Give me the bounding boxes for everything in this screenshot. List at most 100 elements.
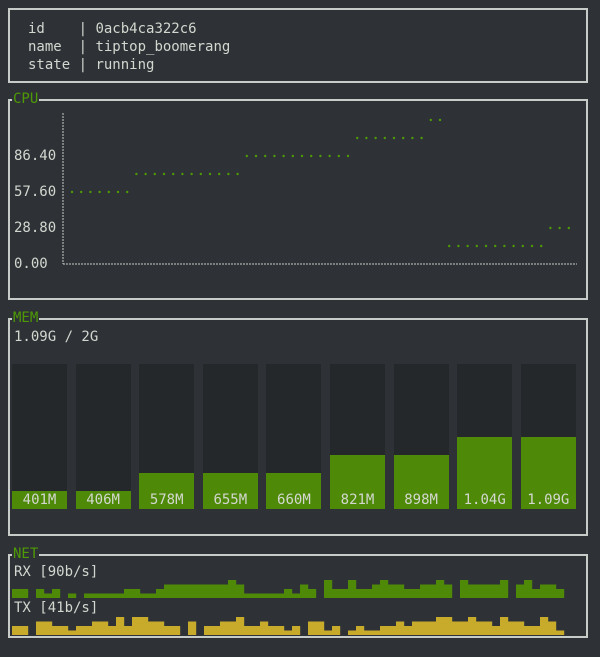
rx-bar [236, 584, 245, 598]
mem-bar-label: 401M [22, 492, 57, 508]
tx-bar [100, 621, 109, 635]
cpu-point [89, 190, 92, 194]
cpu-point [126, 190, 129, 194]
tx-bar [484, 621, 493, 635]
rx-bar [132, 589, 141, 598]
rx-bar [220, 584, 229, 598]
rx-bar [276, 593, 285, 598]
rx-bar [124, 589, 133, 598]
cpu-point [98, 190, 101, 194]
mem-panel: MEM 1.09G / 2G 401M 406M 578M 655M 660M 821M 8… [8, 310, 588, 536]
rx-bar [164, 584, 173, 598]
cpu-point [558, 226, 561, 230]
mem-bar: 655M [202, 364, 258, 509]
cpu-point [291, 154, 294, 158]
cpu-point [429, 118, 432, 122]
tx-bar [516, 621, 525, 635]
rx-bar [340, 589, 349, 598]
mem-bar-label: 406M [86, 492, 120, 508]
tx-bar [452, 621, 461, 635]
rx-bar [364, 589, 373, 598]
cpu-point [273, 154, 276, 158]
rx-bar [292, 593, 301, 598]
tx-bar [540, 617, 549, 635]
tx-bar [76, 626, 85, 635]
mem-bar: 821M [330, 364, 385, 509]
tx-bar [492, 626, 501, 635]
tx-bar [332, 626, 341, 635]
tx-bar [444, 617, 453, 635]
rx-bar [396, 584, 405, 598]
cpu-point [190, 172, 193, 176]
cpu-point [567, 226, 570, 230]
tx-bar [188, 621, 197, 635]
rx-bar [36, 589, 45, 598]
cpu-point [70, 190, 74, 194]
tx-bar [244, 626, 253, 635]
cpu-point [319, 154, 322, 158]
cpu-point [503, 244, 506, 248]
mem-bar-fill [202, 472, 258, 509]
rx-bar [284, 589, 293, 598]
tx-bar [124, 626, 133, 635]
tx-bar [108, 626, 117, 635]
rx-bar [412, 589, 421, 598]
tx-label: TX [41b/s] [14, 600, 99, 616]
cpu-point [310, 154, 313, 158]
rx-bar [148, 593, 157, 598]
mem-bar-fill [139, 472, 195, 509]
rx-bar [388, 584, 397, 598]
tx-bar [308, 621, 317, 635]
tx-bar [268, 626, 277, 635]
rx-bar [180, 584, 189, 598]
tx-bar [372, 630, 381, 635]
tx-bar [132, 617, 141, 635]
rx-bar [468, 584, 477, 598]
rx-bar [380, 580, 389, 598]
tx-bar [276, 626, 285, 635]
mem-bar: 401M [12, 364, 67, 509]
tx-bar [92, 621, 101, 635]
tx-bar [380, 626, 389, 635]
rx-bar [492, 584, 501, 598]
cpu-point [457, 244, 460, 248]
cpu-point [208, 172, 212, 176]
mem-bar-fill [75, 490, 131, 509]
tx-bar [156, 621, 165, 635]
cpu-point [80, 190, 83, 194]
net-panel: NET RX [90b/s] TX [41b/s] [8, 546, 588, 638]
tx-bar [436, 617, 445, 635]
mem-bar-label: 1.09G [527, 492, 570, 508]
rx-bar [68, 593, 77, 598]
cpu-title: CPU [12, 91, 40, 107]
cpu-point [245, 154, 248, 158]
mem-bar: 578M [139, 364, 195, 509]
rx-bar [356, 589, 365, 598]
tx-bar [500, 617, 509, 635]
tx-bar [532, 626, 541, 635]
mem-bar-label: 660M [277, 492, 311, 508]
mem-bar-fill [520, 436, 576, 509]
mem-bar-fill [266, 472, 322, 509]
cpu-point [484, 244, 488, 248]
rx-bar [196, 584, 205, 598]
cpu-point [337, 154, 340, 158]
cpu-point [181, 172, 184, 176]
tx-bar [428, 621, 437, 635]
rx-bar [172, 584, 181, 598]
y-tick: 86.40 [14, 148, 57, 164]
rx-bar [212, 584, 221, 598]
cpu-point [540, 244, 543, 248]
rx-bar [84, 593, 93, 598]
tx-bar [68, 630, 77, 635]
mem-bar-label: 578M [149, 492, 184, 508]
tx-bar [220, 621, 229, 635]
rx-bar [204, 584, 213, 598]
net-title: NET [12, 546, 40, 562]
mem-bar-label: 821M [340, 492, 375, 508]
rx-bar [444, 584, 453, 598]
cpu-point [549, 226, 552, 230]
rx-bar [228, 580, 237, 598]
mem-bar: 1.04G [457, 364, 513, 509]
rx-bar [428, 584, 437, 598]
